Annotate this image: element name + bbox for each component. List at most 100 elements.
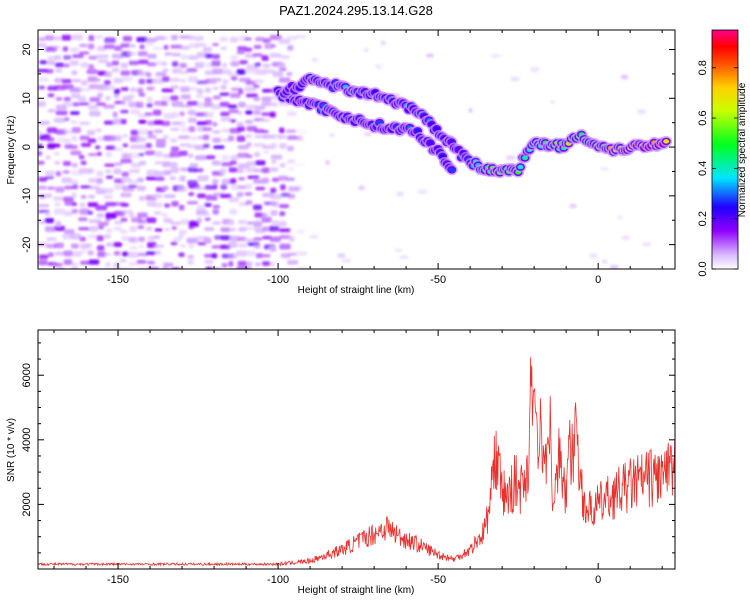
spectrogram-cell <box>70 169 82 176</box>
spectrogram-cell <box>128 251 140 258</box>
spectrogram-cell <box>138 144 148 150</box>
spectrogram-cell <box>180 86 190 92</box>
spectrogram-cell <box>136 137 147 142</box>
spectrogram-cell <box>71 192 77 199</box>
spectrogram-cell <box>170 95 179 101</box>
spectrogram-cell <box>128 60 140 66</box>
spectrogram-cell <box>171 267 181 269</box>
spectrogram-cell <box>71 202 77 207</box>
spectrogram-cell <box>97 136 105 141</box>
spectrogram-cell <box>230 119 236 123</box>
spectrogram-cell <box>296 185 303 191</box>
spectrogram-cell <box>286 135 298 140</box>
spectrogram-cell <box>188 86 198 91</box>
spectrogram-cell <box>187 254 195 260</box>
spectrogram-cell <box>220 227 231 233</box>
spectrogram-cell <box>62 234 74 240</box>
spectrogram-cell <box>163 203 171 208</box>
spectrogram-cell <box>63 117 70 122</box>
spectrogram-x-label: Height of straight line (km) <box>298 285 415 296</box>
spectrogram-cell <box>54 242 64 249</box>
spectrogram-cell <box>44 170 55 176</box>
spectrogram-cell <box>79 208 91 215</box>
spectrogram-cell <box>244 250 256 257</box>
spectrogram-cell <box>279 235 291 239</box>
spectrogram-cell <box>70 233 82 240</box>
spectrogram-cell <box>252 204 262 211</box>
spectrogram-cell <box>128 236 137 243</box>
spectrogram-cell <box>163 112 175 119</box>
spectrogram-cell <box>178 229 187 235</box>
spectrogram-cell <box>104 252 112 257</box>
spectrogram-cell <box>153 193 163 199</box>
spectrogram-cell <box>238 185 247 189</box>
spectrogram-cell <box>169 176 177 181</box>
spectrogram-cell <box>38 43 47 48</box>
colorbar-tick-label: 0.8 <box>697 60 709 75</box>
spectrogram-cell <box>254 79 264 84</box>
spectrogram-cell <box>70 150 82 156</box>
spectrogram-cell <box>237 243 248 248</box>
ridge-core <box>522 155 529 161</box>
y-tick-label: 10 <box>21 92 33 104</box>
spectrogram-cell <box>61 177 72 183</box>
spectrogram-cell <box>119 259 127 263</box>
spectrogram-cell <box>38 101 46 107</box>
spectrogram-cell <box>195 94 204 99</box>
spectrogram-cell <box>195 186 206 191</box>
spectrogram-cell <box>54 45 61 50</box>
spectrogram-cell <box>228 241 238 248</box>
spectrogram-cell <box>138 196 146 201</box>
spectrogram-cell <box>54 202 61 207</box>
y-tick-label: 2000 <box>21 492 33 516</box>
spectrogram-cell <box>80 260 91 265</box>
spectrogram-cell <box>244 37 252 41</box>
spectrogram-cell <box>253 84 260 89</box>
spectrogram-cell <box>288 167 295 171</box>
spectrogram-cell <box>196 51 207 58</box>
spectrogram-cell <box>128 184 138 189</box>
spectrogram-cell <box>47 85 58 91</box>
spectrogram-cell <box>530 67 540 72</box>
spectrogram-cell <box>187 180 198 186</box>
spectrogram-cell <box>170 44 183 49</box>
spectrogram-cell <box>204 259 214 264</box>
spectrogram-cell <box>262 38 271 44</box>
spectrogram-cell <box>122 251 129 257</box>
spectrogram-cell <box>253 237 263 241</box>
spectrogram-cell <box>153 211 162 215</box>
spectrogram-cell <box>87 210 93 215</box>
spectrogram-cell <box>262 177 270 184</box>
spectrogram-cell <box>71 262 78 267</box>
spectrogram-cell <box>161 267 169 269</box>
spectrogram-cell <box>106 62 113 67</box>
spectrogram-cell <box>147 134 157 139</box>
spectrogram-cell <box>171 201 179 207</box>
spectrogram-cell <box>104 37 116 43</box>
colorbar: 0.0 0.2 0.4 0.6 0.8 Normalized spectral ampl… <box>697 29 748 277</box>
spectrogram-cell <box>278 62 286 68</box>
spectrogram-cell <box>89 268 97 269</box>
spectrogram-cell <box>114 45 122 51</box>
spectrogram-cell <box>189 55 199 60</box>
spectrogram-cell <box>96 170 104 177</box>
ridge-core <box>517 164 524 170</box>
spectrogram-cell <box>105 201 116 207</box>
spectrogram-cell <box>44 212 51 216</box>
spectrogram-cell <box>105 145 116 151</box>
ridge-core <box>414 128 421 134</box>
spectrogram-cell <box>227 104 238 109</box>
spectrogram-cell <box>262 63 271 68</box>
spectrogram-cell <box>39 60 48 65</box>
spectrogram-cell <box>61 79 72 84</box>
spectrogram-cell <box>194 155 207 161</box>
spectrogram-cell <box>55 171 62 177</box>
snr-y-ticks: 2000 4000 6000 <box>21 342 675 570</box>
snr-x-label: Height of straight line (km) <box>298 585 415 596</box>
spectrogram-cell <box>222 79 229 85</box>
spectrogram-cell <box>280 253 291 258</box>
spectrogram-cell <box>178 252 185 257</box>
spectrogram-cell <box>204 203 212 207</box>
spectrogram-cell <box>278 127 285 134</box>
spectrogram-cell <box>237 236 247 242</box>
